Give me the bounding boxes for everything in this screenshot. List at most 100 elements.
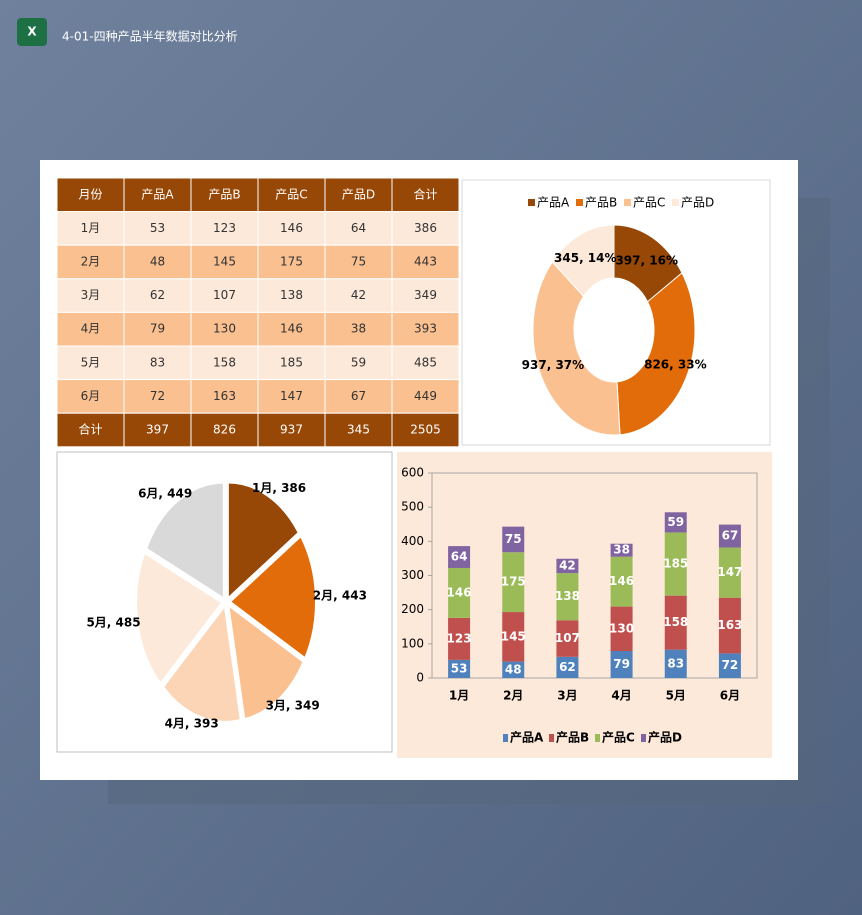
data-label: 185 [663, 557, 688, 571]
table-text: 1月 [81, 221, 101, 235]
header-cell [324, 177, 393, 213]
table-cell [324, 345, 393, 381]
data-label: 62 [559, 660, 576, 674]
bar-segment [502, 526, 525, 553]
bar-segment [556, 620, 579, 657]
table-text: 138 [280, 288, 303, 302]
data-label: 130 [609, 621, 634, 635]
data-label: 59 [667, 515, 684, 529]
legend-label: 产品D [681, 196, 714, 210]
bar-segment [448, 659, 471, 678]
table-text: 386 [414, 221, 437, 235]
table-text: 79 [150, 322, 165, 336]
legend-label: 产品D [648, 730, 682, 745]
table-text: 175 [280, 255, 303, 269]
data-label: 175 [501, 575, 526, 589]
y-tick-label: 0 [416, 671, 424, 685]
x-tick-label: 1月 [449, 689, 469, 703]
header-text: 月份 [78, 187, 102, 201]
data-label: 79 [613, 657, 630, 671]
table-text: 146 [280, 221, 303, 235]
y-tick-label: 400 [401, 534, 424, 548]
data-label: 937, 37% [522, 358, 585, 372]
table-cell [324, 379, 393, 414]
table-cell [257, 412, 326, 448]
page-title: 4-01-四种产品半年数据对比分析 [62, 29, 238, 44]
table-text: 485 [414, 355, 437, 369]
data-label: 3月, 349 [266, 698, 320, 712]
data-label: 38 [613, 543, 630, 557]
data-label: 147 [717, 565, 742, 579]
table-text: 42 [351, 288, 366, 302]
data-label: 826, 33% [644, 357, 707, 371]
legend-swatch [595, 734, 600, 742]
header-cell [391, 177, 460, 213]
table-cell [190, 211, 259, 246]
data-label: 53 [451, 661, 468, 675]
table-cell [56, 345, 125, 381]
data-label: 48 [505, 662, 522, 676]
table-text: 145 [213, 255, 236, 269]
table-cell [190, 412, 259, 448]
data-label: 146 [447, 585, 472, 599]
x-tick-label: 2月 [503, 689, 523, 703]
header-cell [190, 177, 259, 213]
table-cell [324, 244, 393, 280]
table-cell [391, 379, 460, 414]
data-label: 4月, 393 [165, 717, 219, 731]
data-label: 2月, 443 [313, 588, 367, 602]
legend-swatch [641, 734, 646, 742]
data-label: 75 [505, 532, 522, 546]
bar-segment [556, 656, 579, 678]
header-text: 产品C [275, 187, 307, 201]
table-text: 48 [150, 255, 165, 269]
table-cell [257, 278, 326, 313]
table-text: 163 [213, 389, 236, 403]
data-label: 6月, 449 [138, 486, 192, 500]
data-label: 42 [559, 558, 576, 572]
legend-swatch [624, 199, 631, 206]
x-tick-label: 3月 [557, 689, 577, 703]
bar-segment [610, 556, 633, 607]
table-text: 345 [347, 423, 370, 437]
legend-label: 产品B [556, 730, 589, 745]
table-text: 5月 [81, 355, 101, 369]
legend-swatch [528, 199, 535, 206]
table-text: 72 [150, 389, 165, 403]
data-label: 5月, 485 [86, 615, 140, 629]
table-text: 64 [351, 221, 366, 235]
table-text: 59 [351, 355, 366, 369]
table-text: 443 [414, 255, 437, 269]
table-text: 83 [150, 355, 165, 369]
table-text: 393 [414, 322, 437, 336]
bar-segment [718, 653, 741, 678]
data-label: 67 [722, 529, 739, 543]
table-cell [190, 278, 259, 313]
table-text: 185 [280, 355, 303, 369]
bar-segment [664, 595, 687, 650]
y-tick-label: 500 [401, 500, 424, 514]
table-text: 62 [150, 288, 165, 302]
donut-segment [551, 224, 615, 298]
bar-segment [556, 573, 579, 621]
data-label: 107 [555, 631, 580, 645]
pie-slice [161, 603, 242, 723]
legend-label: 产品A [510, 730, 544, 745]
data-label: 163 [717, 618, 742, 632]
table-text: 158 [213, 355, 236, 369]
data-label: 145 [501, 629, 526, 643]
y-tick-label: 600 [401, 466, 424, 480]
table-cell [391, 345, 460, 381]
header-cell [56, 177, 125, 213]
bar-segment [610, 543, 633, 557]
header-text: 产品B [208, 187, 240, 201]
table-text: 4月 [81, 322, 101, 336]
table-text: 67 [351, 389, 366, 403]
table-cell [257, 345, 326, 381]
excel-icon-glyph: X [27, 25, 37, 39]
legend-swatch [503, 734, 508, 742]
table-cell [123, 311, 192, 347]
bar-segment [448, 567, 471, 618]
table-cell [56, 412, 125, 448]
